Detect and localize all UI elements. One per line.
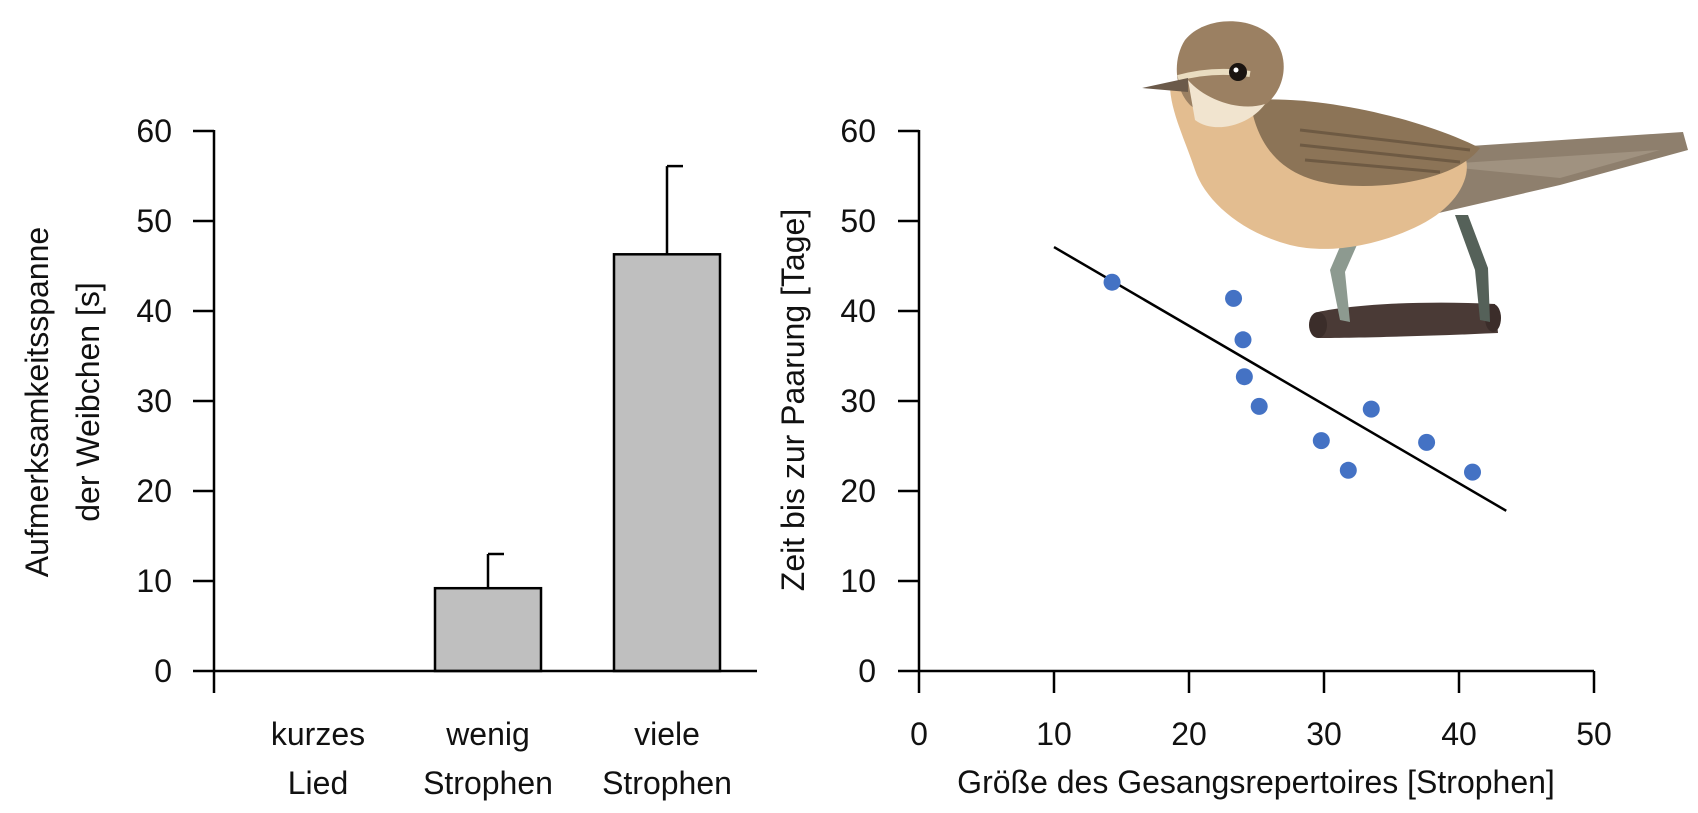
scatter-chart-y-tick-label: 30 [840, 383, 876, 419]
scatter-chart-y-tick-label: 0 [858, 653, 876, 689]
scatter-chart-y-label: Zeit bis zur Paarung [Tage] [775, 209, 811, 591]
scatter-chart-points [1103, 273, 1481, 481]
scatter-point [1225, 289, 1243, 307]
scatter-point [1464, 463, 1481, 481]
bar-chart-y-tick-label: 60 [136, 113, 172, 149]
scatter-point [1418, 433, 1436, 451]
bar-chart-y-tick-label: 40 [136, 293, 172, 329]
scatter-point [1235, 368, 1253, 386]
scatter-point [1103, 273, 1121, 291]
scatter-chart-x-tick-label: 50 [1576, 716, 1612, 752]
bar-chart-category-label: Strophen [423, 765, 553, 801]
scatter-point [1250, 397, 1268, 415]
scatter-chart-x-tick-label: 0 [910, 716, 928, 752]
scatter-chart-x-tick-label: 20 [1171, 716, 1207, 752]
scatter-chart-y-tick-label: 10 [840, 563, 876, 599]
bar-chart-category-label: kurzes [271, 716, 365, 752]
bar-chart-y-ticks: 0 10 20 30 40 50 60 [136, 113, 214, 689]
scatter-chart-y-tick-label: 60 [840, 113, 876, 149]
scatter-point [1362, 400, 1380, 418]
reed-warbler-illustration [1142, 21, 1688, 338]
scatter-point [1234, 331, 1252, 349]
scatter-point [1339, 461, 1357, 479]
scatter-chart: 0 10 20 30 40 50 60 0 10 20 30 40 50 Größe des Gesa… [775, 21, 1688, 800]
scatter-chart-x-label: Größe des Gesangsrepertoires [Strophen] [957, 764, 1555, 800]
bar-chart-y-tick-label: 10 [136, 563, 172, 599]
bar-chart-y-tick-label: 0 [154, 653, 172, 689]
bar-chart-y-tick-label: 30 [136, 383, 172, 419]
scatter-chart-x-tick-label: 10 [1036, 716, 1072, 752]
scatter-chart-y-tick-label: 40 [840, 293, 876, 329]
bar-chart-category-label: Strophen [602, 765, 732, 801]
bar-chart-bars [433, 164, 722, 673]
scatter-chart-x-tick-label: 30 [1306, 716, 1342, 752]
scatter-chart-y-tick-label: 50 [840, 203, 876, 239]
scatter-chart-x-ticks: 0 10 20 30 40 50 [910, 671, 1612, 752]
bar-chart-category-label: wenig [445, 716, 530, 752]
bar [612, 253, 722, 673]
bar-chart: 0 10 20 30 40 50 60 kurzes Lied wenig Strophen vie… [19, 113, 757, 801]
bar-chart-category-label: Lied [288, 765, 349, 801]
scatter-chart-trendline [1053, 246, 1507, 512]
scatter-chart-x-tick-label: 40 [1441, 716, 1477, 752]
bar-chart-y-tick-label: 50 [136, 203, 172, 239]
bar-chart-y-label-line-2: der Weibchen [s] [70, 282, 106, 522]
bar [433, 586, 543, 673]
bar-chart-y-tick-label: 20 [136, 473, 172, 509]
bar-chart-x-labels: kurzes Lied wenig Strophen viele Strophen [271, 716, 732, 801]
scatter-chart-y-tick-label: 20 [840, 473, 876, 509]
scatter-point [1312, 432, 1330, 450]
bar-chart-y-label-line-1: Aufmerksamkeitsspanne [19, 227, 55, 577]
scatter-chart-y-ticks: 0 10 20 30 40 50 60 [840, 113, 919, 689]
bar-chart-category-label: viele [634, 716, 700, 752]
